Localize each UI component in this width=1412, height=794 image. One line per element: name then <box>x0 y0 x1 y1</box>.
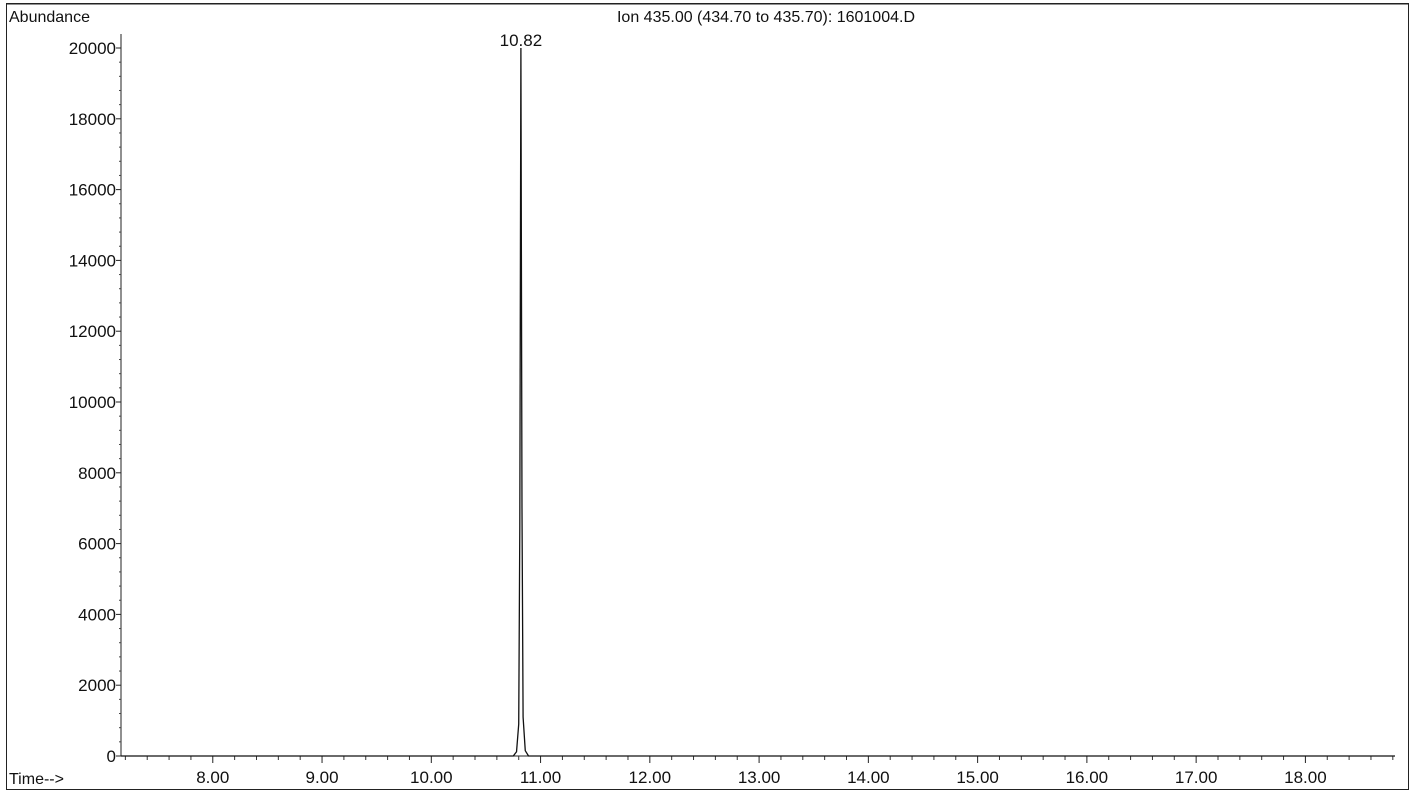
chart-frame <box>6 3 1409 790</box>
y-tick-label: 12000 <box>69 322 116 341</box>
y-tick-label: 6000 <box>78 535 116 554</box>
y-tick-label: 4000 <box>78 605 116 624</box>
x-tick-label: 12.00 <box>629 768 672 787</box>
x-tick-label: 18.00 <box>1284 768 1327 787</box>
x-axis-label: Time--> <box>9 771 64 788</box>
y-tick-label: 8000 <box>78 464 116 483</box>
axes <box>120 34 1395 757</box>
x-tick-label: 10.00 <box>410 768 453 787</box>
x-tick-label: 17.00 <box>1175 768 1218 787</box>
y-tick-label: 2000 <box>78 676 116 695</box>
x-ticks: 8.00 9.00 10.00 11.00 12.00 13.00 14.00 15.00 16… <box>124 756 1394 787</box>
y-ticks: 0 2000 4000 6000 8000 10000 12000 14000 16000 180… <box>69 39 121 766</box>
series-layer <box>121 47 1395 757</box>
annotations: 10.82 <box>500 31 543 50</box>
peak-label: 10.82 <box>500 31 543 50</box>
x-tick-label: 11.00 <box>520 768 561 787</box>
x-tick-label: 16.00 <box>1066 768 1109 787</box>
chart-title: Ion 435.00 (434.70 to 435.70): 1601004.D <box>617 9 915 26</box>
x-tick-label: 14.00 <box>847 768 890 787</box>
x-tick-label: 13.00 <box>738 768 781 787</box>
series-line <box>121 47 1395 757</box>
y-tick-label: 20000 <box>69 39 116 58</box>
y-tick-label: 10000 <box>69 393 116 412</box>
x-tick-label: 9.00 <box>305 768 338 787</box>
y-tick-label: 0 <box>107 747 116 766</box>
y-tick-label: 18000 <box>69 110 116 129</box>
y-axis-label: Abundance <box>9 9 90 26</box>
x-tick-label: 15.00 <box>956 768 999 787</box>
y-tick-label: 16000 <box>69 181 116 200</box>
y-tick-label: 14000 <box>69 251 116 270</box>
x-tick-label: 8.00 <box>196 768 229 787</box>
